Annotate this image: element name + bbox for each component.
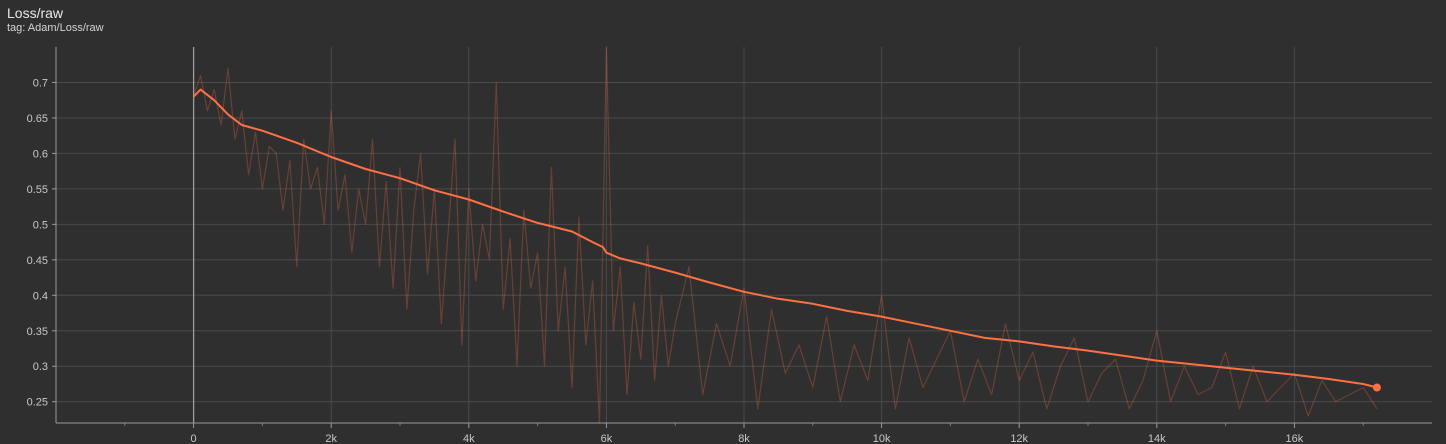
y-tick-label: 0.45 [27, 255, 48, 267]
y-tick-label: 0.35 [27, 326, 48, 338]
y-tick-label: 0.7 [33, 77, 48, 89]
y-tick-label: 0.5 [33, 219, 48, 231]
x-tick-label: 16k [1286, 433, 1304, 444]
x-tick-label: 8k [738, 433, 750, 444]
y-tick-label: 0.25 [27, 397, 48, 409]
grid-lines [56, 47, 1432, 423]
x-tick-label: 0 [191, 433, 197, 444]
axes: 0.25 0.3 0.35 0.4 0.45 0.5 0.55 0.6 0.65 0.7 0 2k 4k… [27, 47, 1432, 444]
x-tick-label: 2k [325, 433, 337, 444]
y-tick-label: 0.65 [27, 113, 48, 125]
last-point-marker[interactable] [1373, 384, 1381, 392]
x-tick-label: 14k [1148, 433, 1166, 444]
y-tick-label: 0.3 [33, 361, 48, 373]
y-tick-label: 0.4 [33, 290, 48, 302]
x-tick-label: 4k [463, 433, 475, 444]
x-tick-label: 12k [1010, 433, 1028, 444]
smoothed-series-line [194, 90, 1377, 388]
y-tick-label: 0.6 [33, 148, 48, 160]
y-tick-label: 0.55 [27, 184, 48, 196]
x-tick-label: 6k [601, 433, 613, 444]
x-tick-label: 10k [873, 433, 891, 444]
smoothed-series [194, 90, 1381, 392]
